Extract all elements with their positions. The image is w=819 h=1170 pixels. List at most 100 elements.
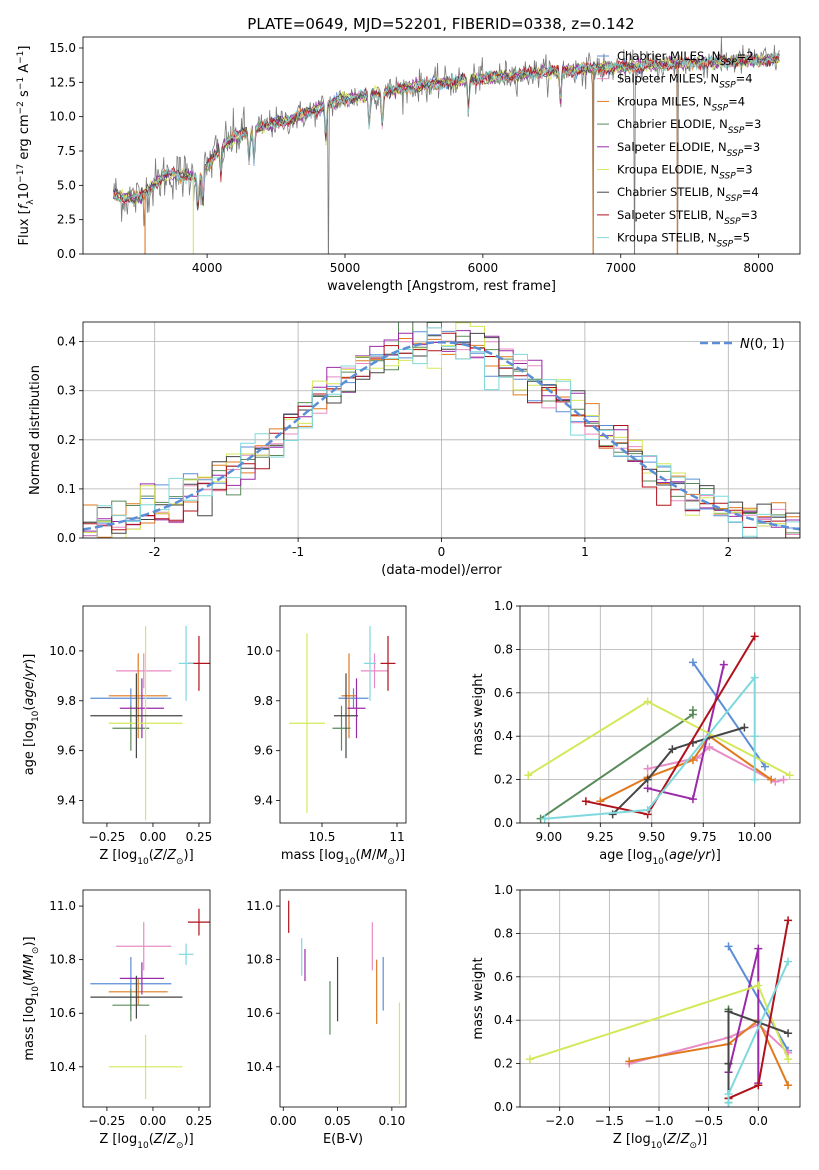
errorbar-kroupa-stelib xyxy=(364,625,376,701)
y-tick-label: 0.4 xyxy=(494,729,513,743)
y-tick-label: 10.0 xyxy=(49,110,76,124)
legend-entry: Chabrier STELIB, NSSP=4 xyxy=(617,185,759,204)
errorbar-kroupa-stelib xyxy=(178,625,194,701)
y-tick-label: 11.0 xyxy=(49,899,76,913)
errorbar-kroupa-miles xyxy=(108,653,168,739)
residuals-frame xyxy=(82,321,801,539)
weight-marker xyxy=(750,775,759,784)
errorbar-salpeter-miles xyxy=(361,653,388,689)
y-tick-label: 9.4 xyxy=(57,794,76,808)
x-tick-label: 0.10 xyxy=(379,1114,406,1128)
weight-marker xyxy=(581,797,590,806)
errorbar-salpeter-elodie xyxy=(347,678,366,739)
residuals-axes: -2 -1 0 1 2 0.0 0.1 0.2 0.3 0.4 xyxy=(57,322,800,559)
y-tick-label: 0.1 xyxy=(57,482,76,496)
weight-marker xyxy=(643,784,652,793)
weight-marker xyxy=(705,743,714,752)
gaussian-legend-label: N(0, 1) xyxy=(740,337,785,352)
weight-series-kroupa-elodie xyxy=(524,697,794,780)
spectrum-xlabel: wavelength [Angstrom, rest frame] xyxy=(327,279,556,294)
residuals-plot-area xyxy=(83,322,800,538)
x-tick-label: 11 xyxy=(389,830,404,844)
weight-marker xyxy=(525,1055,534,1064)
weight-marker xyxy=(750,732,759,741)
weight-series-kroupa-elodie xyxy=(525,981,793,1064)
x-tick-label: −2.0 xyxy=(545,1114,574,1128)
x-tick-label: −0.5 xyxy=(694,1114,723,1128)
y-tick-label: 0.2 xyxy=(57,433,76,447)
weight-marker xyxy=(540,814,549,823)
x-tick-label: 0.00 xyxy=(270,1114,297,1128)
errorbar-kroupa-elodie xyxy=(289,633,325,814)
spectrum-model-salpeter-stelib xyxy=(112,53,780,206)
weight-marker xyxy=(784,1029,793,1038)
errorbar-chabrier-stelib xyxy=(334,673,358,759)
y-tick-label: 11.0 xyxy=(246,899,273,913)
weight-marker xyxy=(754,944,763,953)
weight-series-chabrier-stelib xyxy=(608,723,749,819)
weight_vs_age-xlabel: age [log10(age/yr)] xyxy=(599,848,721,867)
x-tick-label: 0.25 xyxy=(186,1114,213,1128)
x-tick-label: 10.5 xyxy=(309,830,336,844)
y-tick-label: 0.0 xyxy=(494,816,513,830)
weight-series-chabrier-miles xyxy=(688,658,769,771)
weight_vs_Z-axes: −2.0 −1.5 −1.0 −0.5 0.0 0.0 0.2 0.4 0.6 0.8 1.0 xyxy=(494,883,800,1128)
y-tick-label: 0.8 xyxy=(494,642,513,656)
weight-marker xyxy=(688,706,697,715)
mass_vs_Z-panel: −0.25 0.00 0.25 10.4 10.6 10.8 11.0 Z [log10(Z/… xyxy=(22,889,213,1151)
errorbar-kroupa-stelib xyxy=(178,943,194,966)
y-tick-label: 0.8 xyxy=(494,926,513,940)
weight_vs_age-ylabel: mass weight xyxy=(471,673,486,755)
weight_vs_Z-panel: −2.0 −1.5 −1.0 −0.5 0.0 0.0 0.2 0.4 0.6 0.8 1.0 Z [… xyxy=(471,883,801,1151)
mass_vs_Z-xlabel: Z [log10(Z/Z⊙)] xyxy=(99,1132,193,1151)
weight-series-salpeter-elodie xyxy=(724,944,763,1088)
weight-marker xyxy=(754,981,763,990)
y-tick-label: 0.6 xyxy=(494,970,513,984)
figure-title: PLATE=0649, MJD=52201, FIBERID=0338, z=0… xyxy=(247,15,634,33)
weight_vs_Z-frame xyxy=(519,889,801,1108)
legend-entry: Kroupa STELIB, NSSP=5 xyxy=(617,231,750,250)
y-tick-label: 10.4 xyxy=(49,1060,76,1074)
y-tick-label: 9.4 xyxy=(254,794,273,808)
y-tick-label: 0.0 xyxy=(57,247,76,261)
mass_vs_Z-ylabel: mass [log10(M/M⊙)] xyxy=(22,936,41,1060)
weight-marker xyxy=(668,745,677,754)
y-tick-label: 10.8 xyxy=(49,953,76,967)
weight-marker xyxy=(784,916,793,925)
weight-marker xyxy=(643,775,652,784)
y-tick-label: 10.0 xyxy=(246,644,273,658)
errorbar-chabrier-miles xyxy=(338,688,369,709)
y-tick-label: 0.0 xyxy=(494,1100,513,1114)
weight-marker xyxy=(719,660,728,669)
x-tick-label: 9.25 xyxy=(587,830,614,844)
spectrum-axes: 4000 5000 6000 7000 8000 0.0 2.5 5.0 7.5 10.0 12.5… xyxy=(49,41,774,275)
weight-marker xyxy=(761,762,769,771)
weight_vs_age-frame xyxy=(519,605,801,824)
errorbar-chabrier-stelib xyxy=(90,673,183,759)
y-tick-label: 10.0 xyxy=(49,644,76,658)
weight-series-salpeter-stelib xyxy=(581,632,759,819)
legend-entry: Kroupa ELODIE, NSSP=3 xyxy=(617,163,753,182)
x-tick-label: 0.00 xyxy=(140,1114,167,1128)
y-tick-label: 5.0 xyxy=(57,178,76,192)
gaussian-curve xyxy=(83,340,800,531)
legend-entry: Salpeter MILES, NSSP=4 xyxy=(617,72,753,91)
y-tick-label: 2.5 xyxy=(57,213,76,227)
weight-line xyxy=(629,1018,790,1086)
weight-marker xyxy=(724,1059,733,1068)
x-tick-label: 2 xyxy=(724,545,732,559)
weight-series-kroupa-stelib xyxy=(724,957,793,1107)
y-tick-label: 9.6 xyxy=(254,744,273,758)
x-tick-label: 0.0 xyxy=(749,1114,768,1128)
y-tick-label: 10.8 xyxy=(246,953,273,967)
weight-line xyxy=(585,635,756,816)
weight-marker xyxy=(784,1055,793,1064)
weight-marker xyxy=(724,1098,733,1107)
x-tick-label: −1.5 xyxy=(595,1114,624,1128)
weight-marker xyxy=(724,1007,733,1016)
weight-series-salpeter-elodie xyxy=(643,660,728,804)
weight_vs_Z-ylabel: mass weight xyxy=(471,957,486,1039)
errorbar-chabrier-elodie xyxy=(332,705,351,751)
spectrum-legend: Chabrier MILES, NSSP=2 Salpeter MILES, NS… xyxy=(597,49,761,250)
